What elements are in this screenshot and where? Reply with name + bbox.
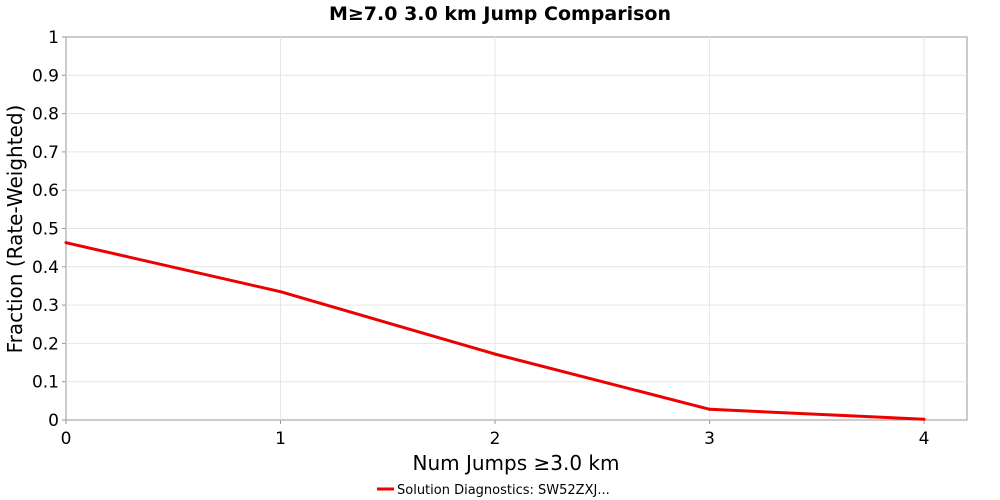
y-tick-label: 0.5 [32, 220, 59, 240]
y-tick-label: 0.4 [32, 258, 59, 278]
y-axis-label: Fraction (Rate-Weighted) [3, 105, 27, 354]
x-tick-label: 1 [275, 429, 286, 449]
data-point [64, 241, 68, 245]
y-tick-label: 0.8 [32, 105, 59, 125]
data-point [922, 417, 926, 421]
x-tick-label: 3 [704, 429, 715, 449]
y-tick-label: 1 [48, 28, 59, 48]
y-tick-label: 0.7 [32, 143, 59, 163]
y-tick-label: 0.6 [32, 181, 59, 201]
y-tick-label: 0.1 [32, 373, 59, 393]
grid [66, 37, 967, 420]
legend-label: Solution Diagnostics: SW52ZXJ... [397, 483, 610, 498]
x-axis-label: Num Jumps ≥3.0 km [413, 451, 620, 475]
y-tick-label: 0.2 [32, 334, 59, 354]
data-point [279, 290, 283, 294]
data-point [708, 407, 712, 411]
legend: Solution Diagnostics: SW52ZXJ... [377, 483, 610, 498]
x-tick-label: 0 [61, 429, 72, 449]
x-tick-label: 4 [919, 429, 930, 449]
y-axis-ticks: 0 0.1 0.2 0.3 0.4 0.5 0.6 0.7 0.8 0.9 1 [32, 28, 66, 431]
x-tick-label: 2 [490, 429, 501, 449]
y-tick-label: 0.3 [32, 296, 59, 316]
y-tick-label: 0 [48, 411, 59, 431]
x-axis-ticks: 0 1 2 3 4 [61, 420, 930, 449]
chart-title: M≥7.0 3.0 km Jump Comparison [329, 3, 671, 25]
series-layer [64, 241, 926, 421]
y-tick-label: 0.9 [32, 66, 59, 86]
data-point [493, 352, 497, 356]
